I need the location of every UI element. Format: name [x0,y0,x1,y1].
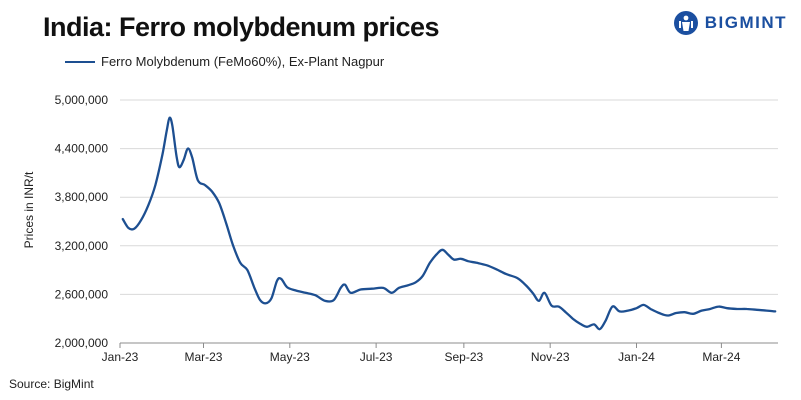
y-tick-labels: 2,000,000 2,600,000 3,200,000 3,800,000 4,40… [55,93,109,350]
x-tick-label: Mar-24 [702,350,740,364]
y-tick-label: 4,400,000 [55,142,109,156]
bigmint-logo-icon [673,11,698,35]
chart-title: India: Ferro molybdenum prices [43,12,440,42]
legend-label: Ferro Molybdenum (FeMo60%), Ex-Plant Nag… [101,54,385,69]
legend: Ferro Molybdenum (FeMo60%), Ex-Plant Nag… [65,54,384,69]
x-tick-label: Sep-23 [445,350,484,364]
x-tick-label: May-23 [270,350,310,364]
x-tick-labels: Jan-23 Mar-23 May-23 Jul-23 Sep-23 Nov-23 Jan-… [102,350,741,364]
grid-lines [120,99,778,295]
series-line [121,116,777,331]
x-tick-label: Nov-23 [531,350,570,364]
x-tick-label: Jan-24 [618,350,655,364]
legend-swatch [65,60,95,63]
x-tick-label: Jan-23 [102,350,139,364]
x-tick-label: Jul-23 [360,350,393,364]
source-note: Source: BigMint [9,377,94,391]
y-tick-label: 5,000,000 [55,93,109,107]
y-tick-label: 3,800,000 [55,190,109,204]
series-lines [121,116,777,331]
x-tick-label: Mar-23 [184,350,222,364]
y-tick-label: 2,000,000 [55,336,109,350]
brand-name: BIGMINT [704,13,787,32]
axes [119,342,778,348]
y-tick-label: 2,600,000 [55,287,109,301]
y-tick-label: 3,200,000 [55,239,109,253]
brand-logo: BIGMINT [673,10,787,36]
